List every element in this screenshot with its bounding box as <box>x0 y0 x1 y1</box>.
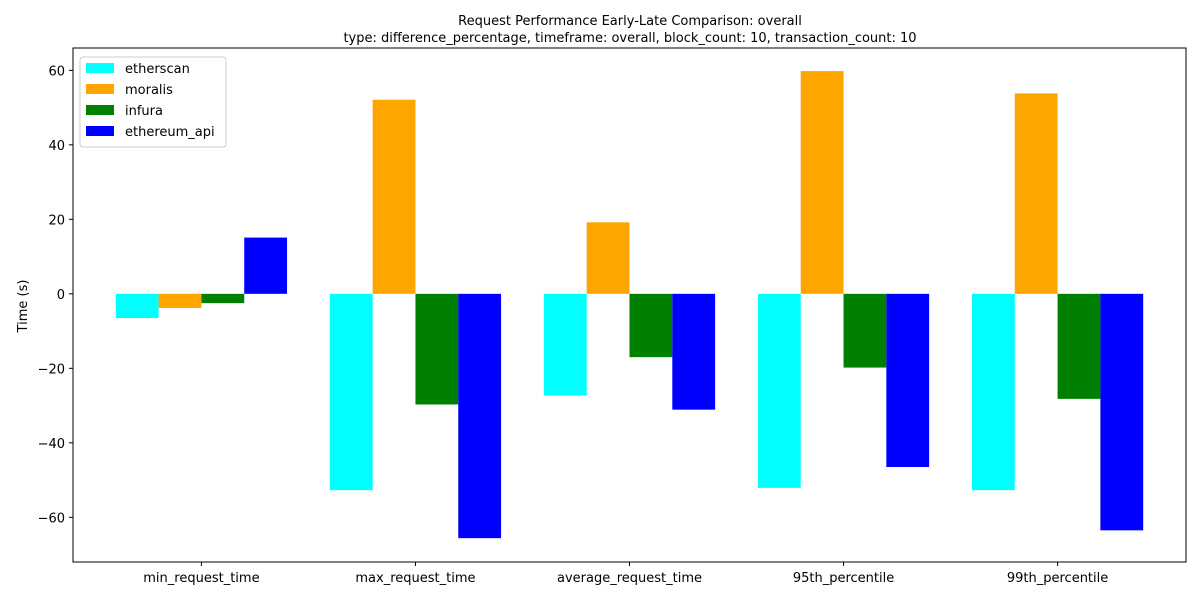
chart-title: Request Performance Early-Late Compariso… <box>458 14 802 29</box>
bar-moralis-99th_percentile <box>1014 93 1058 294</box>
y-tick-label: 40 <box>48 139 65 154</box>
bar-moralis-min_request_time <box>158 293 202 308</box>
x-tick-label: 99th_percentile <box>1007 571 1108 586</box>
y-tick-label: 60 <box>48 64 65 79</box>
x-tick-label: average_request_time <box>557 571 702 586</box>
legend-swatch-infura <box>86 105 114 115</box>
bar-infura-average_request_time <box>629 293 673 358</box>
y-axis: −60 −40 −20 0 20 40 60 <box>38 64 73 526</box>
bar-moralis-max_request_time <box>372 99 416 294</box>
y-tick-label: 0 <box>57 288 65 303</box>
y-tick-label: −60 <box>38 511 65 526</box>
x-tick-label: max_request_time <box>355 571 475 586</box>
y-axis-label: Time (s) <box>16 280 31 334</box>
x-tick-label: 95th_percentile <box>793 571 894 586</box>
legend-swatch-moralis <box>86 84 114 94</box>
chart-subtitle: type: difference_percentage, timeframe: … <box>343 31 916 46</box>
bar-ethereum_api-min_request_time <box>244 237 288 294</box>
bar-ethereum_api-average_request_time <box>672 293 716 410</box>
y-tick-label: −20 <box>38 362 65 377</box>
bar-ethereum_api-99th_percentile <box>1100 293 1144 531</box>
bar-etherscan-95th_percentile <box>757 293 801 488</box>
bar-moralis-average_request_time <box>586 222 630 294</box>
bar-etherscan-min_request_time <box>115 293 159 319</box>
bar-etherscan-99th_percentile <box>971 293 1015 491</box>
bar-ethereum_api-95th_percentile <box>886 293 930 468</box>
bar-infura-max_request_time <box>415 293 459 405</box>
x-axis: min_request_time max_request_time average_… <box>143 562 1108 586</box>
bar-infura-min_request_time <box>201 293 245 304</box>
bar-etherscan-average_request_time <box>543 293 587 396</box>
bar-etherscan-max_request_time <box>329 293 373 491</box>
plot-area <box>115 71 1144 539</box>
legend-swatch-etherscan <box>86 63 114 73</box>
legend-label-infura: infura <box>125 104 163 119</box>
bar-moralis-95th_percentile <box>800 71 844 294</box>
legend-swatch-ethereum_api <box>86 126 114 136</box>
bar-infura-95th_percentile <box>843 293 887 368</box>
y-tick-label: −40 <box>38 437 65 452</box>
legend-label-etherscan: etherscan <box>125 62 190 77</box>
legend: etherscan moralis infura ethereum_api <box>79 56 227 148</box>
bar-infura-99th_percentile <box>1057 293 1101 399</box>
legend-label-moralis: moralis <box>125 83 173 98</box>
x-tick-label: min_request_time <box>143 571 259 586</box>
legend-label-ethereum_api: ethereum_api <box>125 125 215 140</box>
legend-box <box>79 56 227 148</box>
bar-ethereum_api-max_request_time <box>458 293 502 539</box>
y-tick-label: 20 <box>48 213 65 228</box>
